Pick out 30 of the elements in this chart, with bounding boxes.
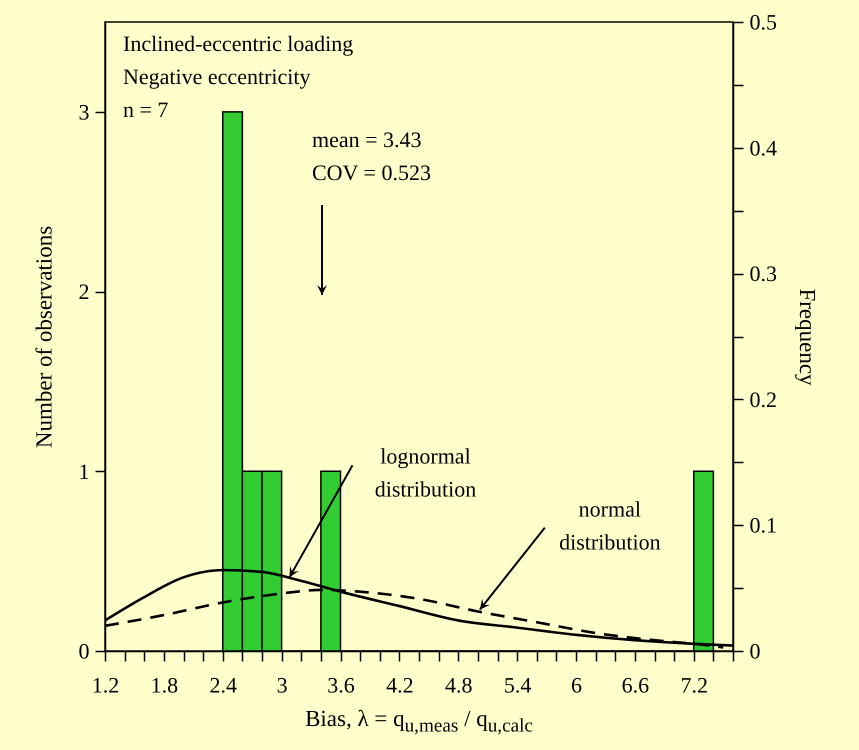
x-tick-label: 2.4	[210, 672, 237, 698]
y2-tick-label: 0.5	[750, 10, 777, 34]
annotation: Negative eccentricity	[123, 64, 311, 89]
annotation: n = 7	[123, 97, 168, 122]
x-tick-label: 1.2	[92, 672, 120, 698]
x-tick-label: 7.2	[680, 672, 708, 698]
x-tick-label: 6.6	[622, 672, 650, 698]
annotation: lognormal distribution	[374, 443, 476, 502]
y-axis-title: Number of observations	[32, 226, 56, 448]
y2-tick-label: 0.3	[750, 261, 777, 286]
annotation: Inclined-eccentric loading	[123, 31, 354, 56]
x-axis-title: Bias, λ = q$_{u,meas}$ / q$_{u,calc}$	[304, 706, 534, 738]
x-tick-label: 3.6	[327, 672, 355, 698]
y2-axis-title: Frequency	[795, 288, 820, 386]
y-tick-label: 3	[78, 99, 90, 124]
x-tick-label: 3	[276, 672, 288, 698]
x-tick-label: 5.4	[504, 672, 532, 698]
y-tick-label: 1	[78, 458, 90, 484]
x-tick-label: 6	[571, 672, 582, 698]
y-tick-label: 0	[78, 638, 90, 664]
y2-tick-label: 0.2	[750, 386, 777, 412]
y2-tick-label: 0	[750, 638, 760, 664]
x-tick-label: 4.8	[445, 672, 472, 698]
x-tick-label: 1.8	[150, 672, 178, 698]
annotation: mean = 3.43 COV = 0.523	[312, 127, 431, 185]
annotation: normal distribution	[559, 496, 661, 555]
y2-tick-label: 0.1	[750, 512, 777, 538]
x-tick-label: 4.2	[386, 672, 414, 698]
y2-tick-label: 0.4	[750, 135, 777, 160]
y-tick-label: 2	[78, 279, 90, 304]
